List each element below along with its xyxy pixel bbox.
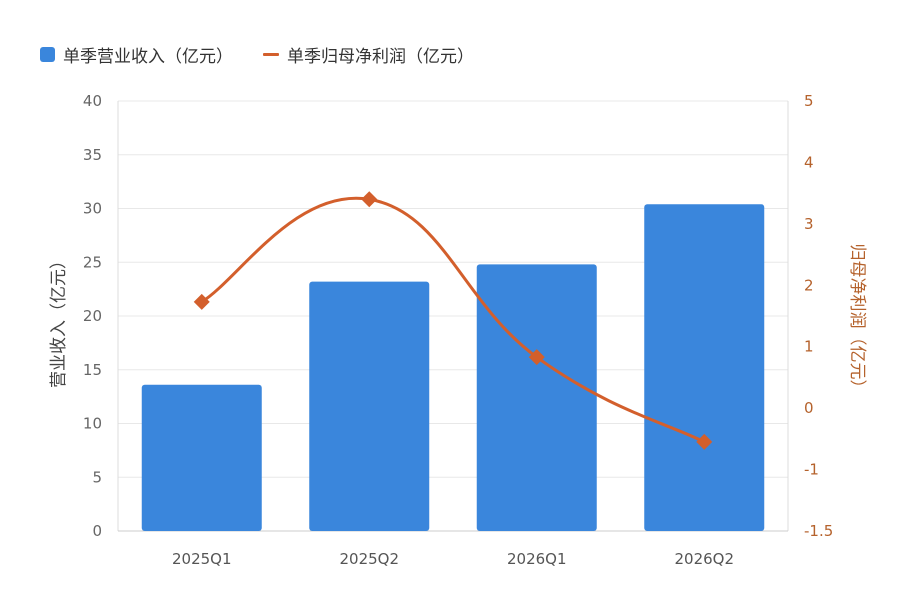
legend-swatch-bar	[40, 47, 55, 62]
y-tick-label-right: 3	[804, 215, 814, 233]
y-tick-label-left: 30	[83, 200, 102, 218]
bar	[141, 384, 262, 531]
y-tick-label-left: 15	[83, 361, 102, 379]
y-tick-label-right: -1.5	[804, 522, 833, 540]
y-tick-label-left: 35	[83, 146, 102, 164]
legend-label-revenue: 单季营业收入（亿元）	[63, 47, 233, 67]
y-axis-title-left: 营业收入（亿元）	[49, 252, 69, 388]
bar	[476, 264, 597, 531]
x-tick-label: 2026Q1	[507, 550, 567, 568]
y-tick-label-left: 25	[83, 253, 102, 271]
profit-point	[193, 293, 210, 310]
legend-item-profit[interactable]: 单季归母净利润（亿元）	[263, 42, 474, 67]
legend-label-profit: 单季归母净利润（亿元）	[287, 47, 474, 67]
x-tick-label: 2026Q2	[674, 550, 734, 568]
profit-point	[696, 433, 713, 450]
y-tick-label-left: 40	[83, 92, 102, 110]
y-tick-label-left: 20	[83, 307, 102, 325]
bar	[644, 204, 765, 531]
x-tick-label: 2025Q1	[172, 550, 232, 568]
y-tick-label-left: 10	[83, 415, 102, 433]
y-tick-label-left: 5	[92, 468, 102, 486]
y-tick-label-right: 4	[804, 153, 814, 171]
y-tick-label-left: 0	[92, 522, 102, 540]
y-tick-label-right: 1	[804, 338, 814, 356]
profit-line	[200, 196, 705, 444]
legend-swatch-line	[263, 53, 279, 56]
y-tick-label-right: 0	[804, 399, 814, 417]
x-tick-label: 2025Q2	[339, 550, 399, 568]
y-tick-label-right: 5	[804, 92, 814, 110]
y-tick-label-right: 2	[804, 276, 814, 294]
y-tick-label-right: -1	[804, 461, 819, 479]
legend-item-revenue[interactable]: 单季营业收入（亿元）	[40, 42, 233, 67]
bar	[309, 281, 430, 531]
profit-point	[528, 349, 545, 366]
profit-point	[361, 191, 378, 208]
legend: 单季营业收入（亿元） 单季归母净利润（亿元）	[40, 42, 474, 67]
y-axis-title-right: 归母净利润（亿元）	[847, 244, 867, 397]
